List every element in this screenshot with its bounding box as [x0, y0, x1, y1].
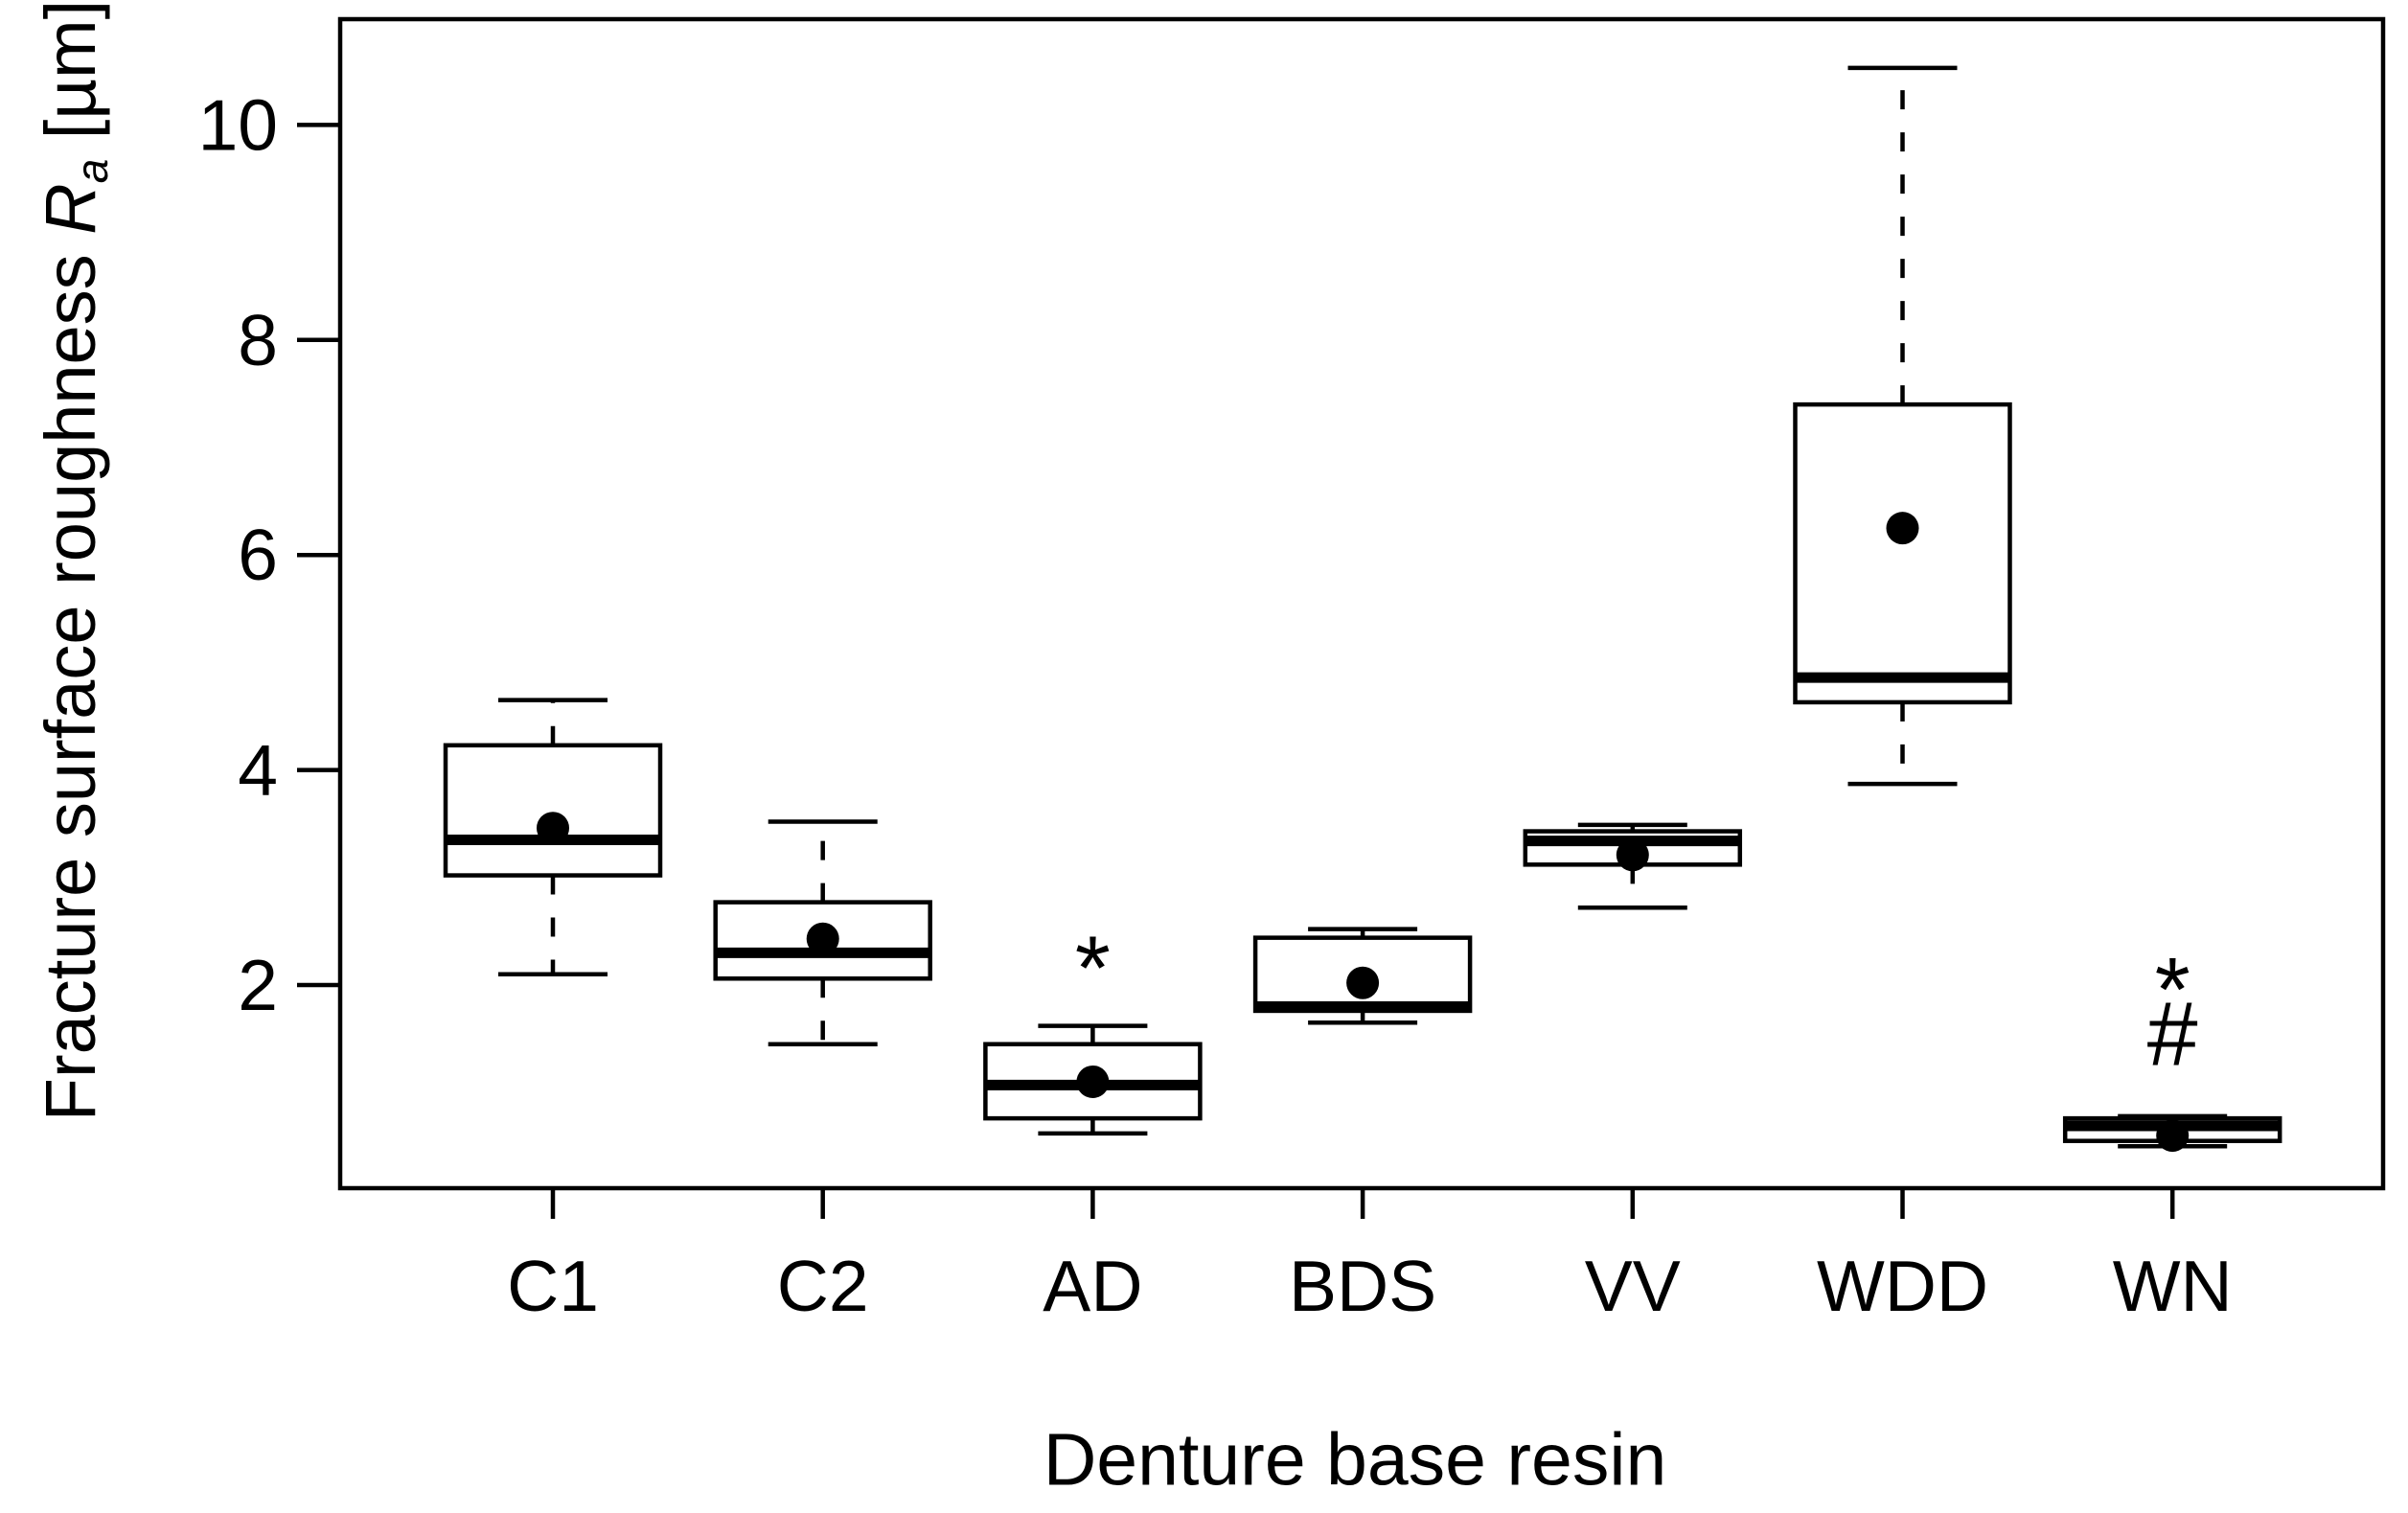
y-title-symbol: R — [30, 183, 110, 235]
x-tick-label-VV: VV — [1585, 1246, 1681, 1326]
mean-dot-C2 — [806, 922, 839, 955]
mean-dot-AD — [1076, 1065, 1110, 1098]
iqr-box-WDD — [1793, 401, 2012, 705]
y-title-prefix: Fracture surface roughness — [30, 234, 110, 1122]
x-tick-label-WN: WN — [2113, 1246, 2233, 1326]
y-tick-label: 4 — [238, 730, 278, 811]
y-title-subscript: a — [66, 158, 117, 184]
x-tick-label-C1: C1 — [507, 1246, 599, 1326]
x-tick-label-WDD: WDD — [1817, 1246, 1988, 1326]
significance-marker-WN: * — [2155, 939, 2190, 1041]
y-tick-label: 6 — [238, 515, 278, 595]
significance-marker-AD: * — [1075, 917, 1111, 1019]
y-tick-label: 10 — [198, 84, 278, 165]
mean-dot-WN — [2156, 1119, 2190, 1153]
y-title-suffix: [µm] — [30, 0, 110, 159]
mean-dot-C1 — [537, 812, 569, 845]
mean-dot-WDD — [1886, 512, 1919, 545]
x-tick-label-BDS: BDS — [1289, 1246, 1436, 1326]
x-tick-label-C2: C2 — [777, 1246, 869, 1326]
iqr-box-C1 — [443, 743, 663, 878]
y-tick-label: 2 — [238, 945, 278, 1025]
x-tick-label-AD: AD — [1043, 1246, 1142, 1326]
x-axis-title: Denture base resin — [1043, 1418, 1667, 1502]
mean-dot-BDS — [1346, 966, 1380, 999]
mean-dot-VV — [1616, 838, 1649, 872]
y-axis-title-text: Fracture surface roughness Ra [µm] — [31, 0, 117, 1121]
significance-marker-WN: # — [2147, 984, 2198, 1086]
y-tick-label: 8 — [238, 300, 278, 380]
